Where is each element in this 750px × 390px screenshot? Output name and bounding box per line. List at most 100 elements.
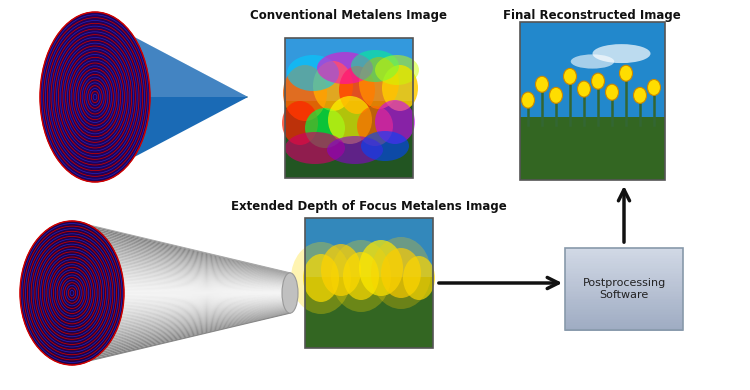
Ellipse shape <box>563 68 577 84</box>
Polygon shape <box>72 307 290 344</box>
Polygon shape <box>87 39 248 155</box>
Polygon shape <box>72 286 290 291</box>
Polygon shape <box>72 298 290 313</box>
Polygon shape <box>72 296 290 306</box>
Polygon shape <box>72 306 290 342</box>
Polygon shape <box>72 304 290 334</box>
Bar <box>565 302 683 304</box>
Bar <box>520 117 665 180</box>
Polygon shape <box>72 312 290 363</box>
Polygon shape <box>72 293 290 295</box>
Bar <box>565 273 683 275</box>
Polygon shape <box>72 301 290 324</box>
Bar <box>565 310 683 312</box>
Ellipse shape <box>592 73 604 89</box>
Polygon shape <box>72 254 290 282</box>
Ellipse shape <box>550 87 562 103</box>
Ellipse shape <box>321 244 361 296</box>
Bar <box>565 325 683 327</box>
Polygon shape <box>72 308 290 349</box>
Bar <box>565 312 683 314</box>
Bar <box>565 300 683 303</box>
Ellipse shape <box>381 248 421 298</box>
Polygon shape <box>72 296 290 304</box>
Ellipse shape <box>331 240 391 312</box>
Polygon shape <box>72 305 290 336</box>
Ellipse shape <box>359 240 403 296</box>
Bar <box>565 255 683 257</box>
Ellipse shape <box>521 92 535 108</box>
Polygon shape <box>72 252 290 282</box>
Polygon shape <box>72 278 290 289</box>
Polygon shape <box>72 310 290 354</box>
Ellipse shape <box>283 65 327 121</box>
Bar <box>305 277 433 348</box>
Polygon shape <box>72 297 290 309</box>
Polygon shape <box>72 300 290 318</box>
Polygon shape <box>72 236 290 277</box>
Ellipse shape <box>357 106 393 146</box>
Ellipse shape <box>282 101 318 145</box>
Polygon shape <box>72 306 290 340</box>
Bar <box>565 294 683 296</box>
Bar <box>565 264 683 266</box>
Polygon shape <box>72 311 290 358</box>
Polygon shape <box>72 295 290 302</box>
Polygon shape <box>72 296 290 307</box>
Polygon shape <box>72 305 290 338</box>
Ellipse shape <box>371 237 431 309</box>
Bar <box>565 305 683 308</box>
Ellipse shape <box>20 221 124 365</box>
Text: Final Reconstructed Image: Final Reconstructed Image <box>503 9 681 22</box>
Polygon shape <box>72 291 290 293</box>
Ellipse shape <box>536 76 548 92</box>
Ellipse shape <box>285 132 345 164</box>
Polygon shape <box>72 250 290 282</box>
Ellipse shape <box>343 252 379 300</box>
Bar <box>565 256 683 258</box>
Bar <box>565 266 683 268</box>
Ellipse shape <box>287 55 339 91</box>
Bar <box>565 284 683 286</box>
Polygon shape <box>72 280 290 290</box>
Bar <box>565 259 683 262</box>
Bar <box>565 322 683 324</box>
Bar <box>565 248 683 250</box>
Ellipse shape <box>605 84 619 100</box>
Polygon shape <box>72 298 290 315</box>
Ellipse shape <box>403 256 435 300</box>
Ellipse shape <box>282 273 298 313</box>
Ellipse shape <box>313 61 353 111</box>
Polygon shape <box>72 241 290 279</box>
Polygon shape <box>72 248 290 281</box>
Polygon shape <box>72 303 290 333</box>
Bar <box>565 258 683 260</box>
Polygon shape <box>72 289 290 292</box>
Bar <box>565 287 683 289</box>
Text: Postprocessing
Software: Postprocessing Software <box>582 278 666 300</box>
Polygon shape <box>72 230 290 276</box>
Polygon shape <box>72 271 290 287</box>
Polygon shape <box>72 243 290 279</box>
Polygon shape <box>72 262 290 285</box>
Bar <box>565 328 683 330</box>
Bar <box>565 274 683 277</box>
Ellipse shape <box>359 57 399 109</box>
Ellipse shape <box>339 66 375 114</box>
Polygon shape <box>72 282 290 291</box>
Polygon shape <box>72 232 290 277</box>
Polygon shape <box>72 308 290 347</box>
Polygon shape <box>72 299 290 316</box>
Ellipse shape <box>361 131 409 161</box>
Bar <box>565 314 683 316</box>
Polygon shape <box>72 259 290 284</box>
Bar <box>565 251 683 254</box>
Polygon shape <box>72 298 290 311</box>
Bar <box>565 308 683 311</box>
Polygon shape <box>72 302 290 327</box>
Bar <box>565 327 683 329</box>
Ellipse shape <box>305 108 345 148</box>
Bar <box>565 269 683 271</box>
Ellipse shape <box>351 50 399 82</box>
Bar <box>565 299 683 301</box>
